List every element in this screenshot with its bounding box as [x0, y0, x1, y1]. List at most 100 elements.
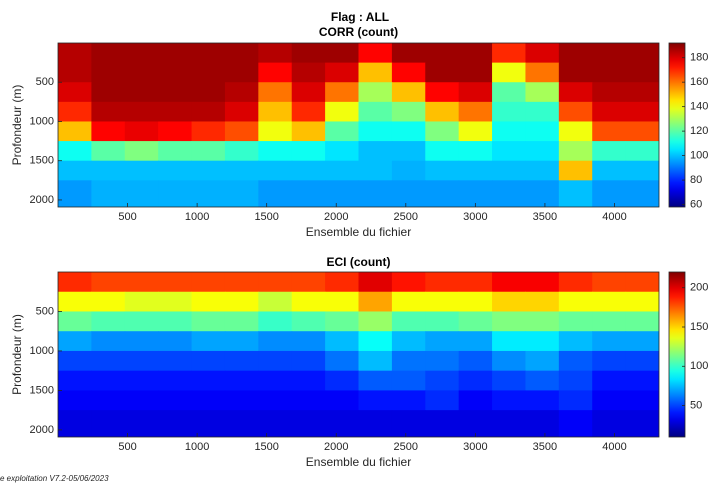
heat-cell [224, 62, 259, 83]
colorbar-tick-label: 100 [690, 150, 708, 162]
heat-cell [291, 410, 326, 437]
heat-cell [258, 272, 293, 293]
heat-cell [58, 121, 92, 142]
x-tick-label: 2500 [394, 211, 418, 223]
heat-cell [224, 121, 259, 142]
heat-cell [425, 141, 460, 162]
heat-cell [58, 311, 92, 332]
heat-cell [558, 390, 593, 411]
heat-cell [291, 101, 326, 122]
heat-cell [58, 82, 92, 103]
heat-cell [224, 272, 259, 293]
heat-cell [492, 180, 526, 207]
heat-cell [124, 370, 159, 391]
x-tick-label: 1000 [185, 211, 209, 223]
heat-cell [224, 311, 259, 332]
heat-cell [158, 331, 193, 352]
colorbar-tick-label: 160 [690, 76, 708, 88]
x-axis-label: Ensemble du fichier [306, 455, 411, 469]
heat-cell [391, 350, 426, 372]
panel-title: ECI (count) [327, 255, 391, 269]
heat-cell [625, 160, 659, 181]
y-axis-label: Profondeur (m) [10, 314, 24, 395]
heat-cell [91, 311, 126, 332]
y-axis-label: Profondeur (m) [10, 85, 24, 166]
heat-cell [258, 350, 293, 372]
heat-cell [91, 370, 126, 391]
heat-cell [158, 390, 193, 411]
heat-cell [592, 43, 627, 64]
x-tick-label: 3000 [463, 211, 487, 223]
x-tick-label: 1500 [254, 441, 278, 453]
heat-cell [425, 121, 460, 142]
heat-cell [492, 370, 526, 391]
heat-cell [91, 272, 126, 293]
heat-cell [291, 121, 326, 142]
heat-cell [558, 160, 593, 181]
heat-cell [391, 160, 426, 181]
heat-cell [492, 121, 526, 142]
heat-cell [325, 410, 359, 437]
heat-cell [325, 331, 359, 352]
heat-cell [158, 311, 193, 332]
colorbar-tick-label: 50 [690, 399, 702, 411]
y-tick-label: 500 [36, 305, 54, 317]
heat-cell [325, 82, 359, 103]
heat-cell [391, 331, 426, 352]
heat-cell [191, 180, 226, 207]
heat-cell [224, 82, 259, 103]
heat-cell [358, 62, 393, 83]
heat-cell [191, 141, 226, 162]
colorbar-tick-label: 180 [690, 52, 708, 64]
heat-cell [458, 43, 493, 64]
x-tick-label: 3500 [533, 211, 557, 223]
heat-cell [58, 390, 92, 411]
heat-cell [158, 180, 193, 207]
heatmap [58, 43, 659, 207]
heat-cell [158, 82, 193, 103]
heat-cell [158, 291, 193, 312]
heat-cell [558, 180, 593, 207]
heat-cell [191, 121, 226, 142]
heat-cell [325, 370, 359, 391]
x-tick-label: 2500 [394, 441, 418, 453]
heat-cell [592, 82, 627, 103]
heat-cell [592, 101, 627, 122]
heat-cell [391, 370, 426, 391]
heat-cell [224, 180, 259, 207]
heat-cell [625, 82, 659, 103]
heat-cell [224, 370, 259, 391]
heat-cell [158, 160, 193, 181]
heat-cell [525, 291, 560, 312]
heat-cell [224, 291, 259, 312]
heat-cell [325, 43, 359, 64]
heat-cell [458, 370, 493, 391]
heat-cell [492, 331, 526, 352]
heat-cell [592, 331, 627, 352]
heat-cell [58, 350, 92, 372]
heat-cell [592, 160, 627, 181]
heat-cell [124, 390, 159, 411]
heat-cell [391, 291, 426, 312]
heat-cell [425, 311, 460, 332]
heat-cell [291, 141, 326, 162]
heat-cell [325, 350, 359, 372]
heat-cell [625, 311, 659, 332]
heat-cell [291, 272, 326, 293]
heat-cell [558, 101, 593, 122]
heat-cell [224, 43, 259, 64]
heat-cell [158, 101, 193, 122]
heat-cell [191, 311, 226, 332]
heat-cell [558, 370, 593, 391]
heat-cell [492, 390, 526, 411]
heat-cell [224, 390, 259, 411]
heat-cell [124, 82, 159, 103]
colorbar-tick-label: 80 [690, 174, 702, 186]
heat-cell [191, 272, 226, 293]
colorbar-tick-label: 60 [690, 198, 702, 210]
heat-cell [91, 82, 126, 103]
heat-cell [492, 160, 526, 181]
heat-cell [592, 121, 627, 142]
heat-cell [224, 160, 259, 181]
heat-cell [391, 141, 426, 162]
